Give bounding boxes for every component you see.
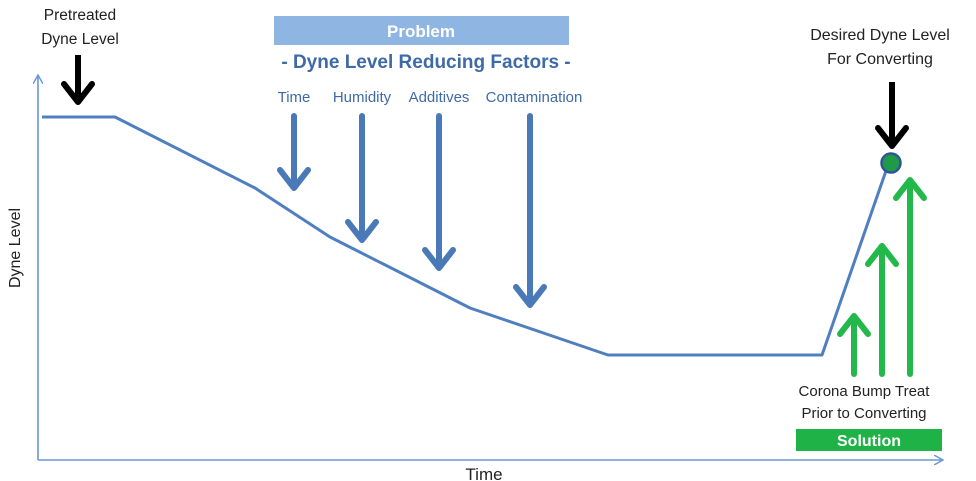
- factor-label-time: Time: [278, 89, 311, 106]
- factor-label-contamination: Contamination: [486, 89, 583, 106]
- target-dyne-dot: [880, 152, 902, 174]
- solution-banner-text: Solution: [837, 433, 901, 450]
- desired-arrow-icon: [875, 82, 909, 149]
- problem-subtitle: - Dyne Level Reducing Factors -: [281, 52, 570, 73]
- problem-banner: [274, 16, 569, 45]
- factor-arrow-time-icon: [277, 113, 311, 191]
- problem-banner-text: Problem: [387, 22, 455, 41]
- factor-label-humidity: Humidity: [333, 89, 392, 106]
- desired-label-line2: For Converting: [827, 51, 933, 68]
- factor-arrow-contamination-icon: [513, 113, 547, 308]
- factor-arrow-additives-icon: [422, 113, 456, 271]
- pretreated-label-line1: Pretreated: [44, 7, 116, 24]
- pretreated-label-line2: Dyne Level: [41, 31, 119, 48]
- corona-arrow-2-icon: [865, 243, 899, 377]
- corona-arrow-1-icon: [837, 313, 871, 377]
- pretreated-arrow-icon: [61, 55, 95, 105]
- corona-label-line2: Prior to Converting: [801, 405, 926, 422]
- corona-label-line1: Corona Bump Treat: [799, 383, 931, 400]
- factor-label-additives: Additives: [409, 89, 470, 106]
- x-axis-label: Time: [465, 465, 502, 481]
- dyne-level-curve: [42, 115, 890, 357]
- corona-arrow-3-icon: [893, 177, 927, 377]
- desired-label-line1: Desired Dyne Level: [810, 27, 950, 44]
- y-axis-label: Dyne Level: [7, 208, 24, 288]
- factor-arrow-humidity-icon: [345, 113, 379, 243]
- solution-banner: [796, 429, 942, 451]
